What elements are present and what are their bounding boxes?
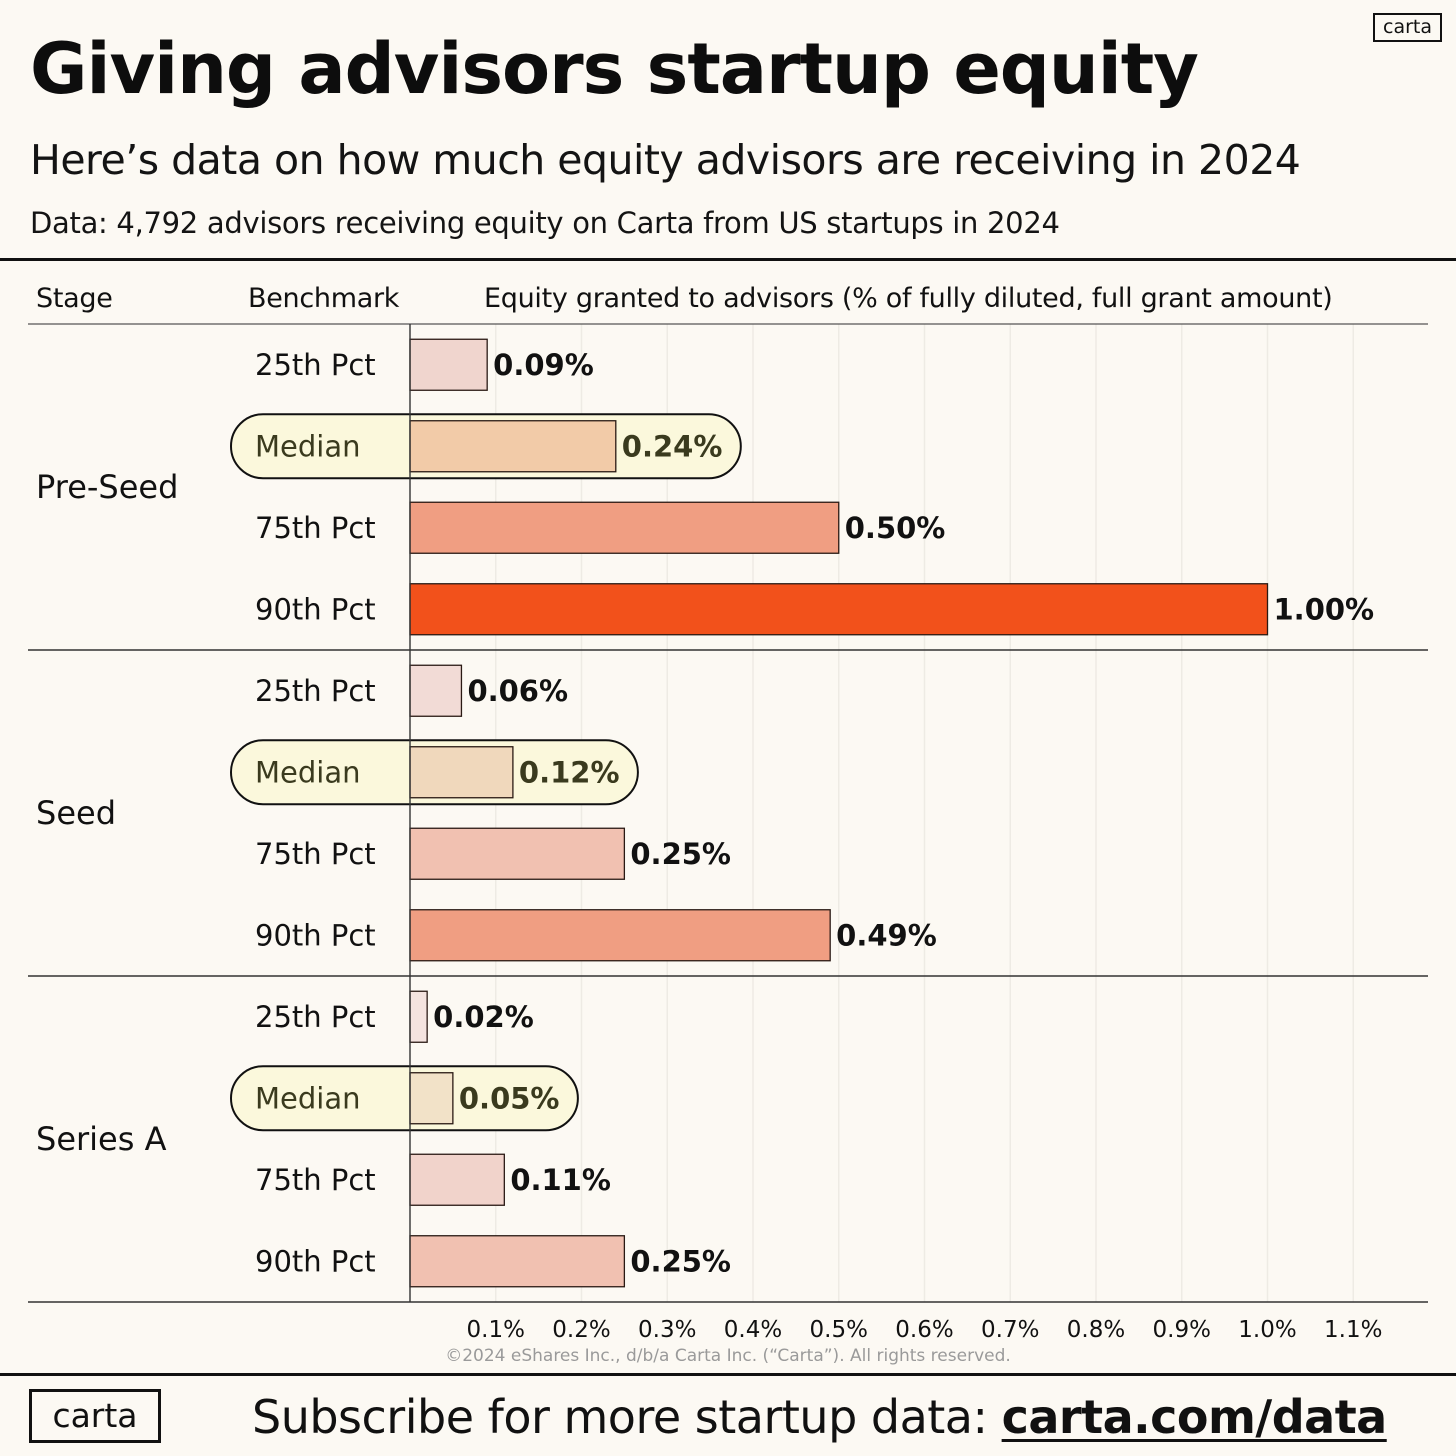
- copyright-notice: ©2024 eShares Inc., d/b/a Carta Inc. (“C…: [445, 1346, 1011, 1366]
- bar-pre-seed-90th-pct: [409, 583, 1269, 636]
- header-divider: [0, 258, 1456, 261]
- bar-value-label: 0.09%: [493, 348, 594, 382]
- bar-value-label: 0.12%: [519, 755, 620, 789]
- bar-seed-25th-pct: [409, 664, 463, 717]
- bar-pre-seed-median: [409, 420, 617, 473]
- data-source-note: Data: 4,792 advisors receiving equity on…: [30, 206, 1060, 240]
- page-subtitle: Here’s data on how much equity advisors …: [30, 136, 1301, 184]
- bar-seed-75th-pct: [409, 827, 626, 880]
- bar-series-a-75th-pct: [409, 1153, 505, 1206]
- bar-seed-median: [409, 746, 514, 799]
- column-header-equity: Equity granted to advisors (% of fully d…: [484, 283, 1333, 314]
- benchmark-label: Median: [255, 429, 360, 463]
- bar-value-label: 0.05%: [459, 1081, 560, 1115]
- bar-pre-seed-75th-pct: [409, 501, 840, 554]
- bar-series-a-25th-pct: [409, 990, 428, 1043]
- bar-value-label: 0.25%: [630, 837, 731, 871]
- stage-label-series-a: Series A: [36, 1120, 167, 1158]
- benchmark-label: 75th Pct: [255, 511, 376, 545]
- bar-seed-90th-pct: [409, 909, 831, 962]
- benchmark-label: 90th Pct: [255, 918, 376, 952]
- carta-logo-small: carta: [1373, 13, 1442, 42]
- column-header-stage: Stage: [36, 283, 113, 314]
- benchmark-label: Median: [255, 755, 360, 789]
- bar-value-label: 0.50%: [845, 511, 946, 545]
- benchmark-label: 25th Pct: [255, 348, 376, 382]
- bar-value-label: 0.06%: [467, 674, 568, 708]
- subscribe-cta-text: Subscribe for more startup data:: [252, 1390, 1002, 1444]
- benchmark-label: 75th Pct: [255, 1163, 376, 1197]
- x-tick-label: 0.5%: [810, 1317, 868, 1343]
- benchmark-label: 25th Pct: [255, 1000, 376, 1034]
- benchmark-label: 90th Pct: [255, 592, 376, 626]
- bar-pre-seed-25th-pct: [409, 338, 488, 391]
- x-tick-label: 1.0%: [1238, 1317, 1296, 1343]
- stage-label-seed: Seed: [36, 794, 116, 832]
- subscribe-cta: Subscribe for more startup data: carta.c…: [252, 1390, 1387, 1444]
- bar-series-a-90th-pct: [409, 1235, 626, 1288]
- median-highlight-pill: [230, 1065, 579, 1132]
- x-tick-label: 0.3%: [638, 1317, 696, 1343]
- x-tick-label: 1.1%: [1324, 1317, 1382, 1343]
- x-tick-label: 0.1%: [467, 1317, 525, 1343]
- x-tick-label: 0.9%: [1153, 1317, 1211, 1343]
- bar-value-label: 0.11%: [510, 1163, 611, 1197]
- bar-value-label: 0.25%: [630, 1244, 731, 1278]
- page-title: Giving advisors startup equity: [30, 28, 1199, 110]
- bar-value-label: 1.00%: [1274, 592, 1375, 626]
- x-tick-label: 0.8%: [1067, 1317, 1125, 1343]
- bar-value-label: 0.49%: [836, 918, 937, 952]
- carta-logo: carta: [29, 1389, 161, 1443]
- benchmark-label: Median: [255, 1081, 360, 1115]
- x-tick-label: 0.2%: [552, 1317, 610, 1343]
- benchmark-label: 25th Pct: [255, 674, 376, 708]
- x-tick-label: 0.7%: [981, 1317, 1039, 1343]
- bar-value-label: 0.02%: [433, 1000, 534, 1034]
- column-header-benchmark: Benchmark: [248, 283, 400, 314]
- bar-value-label: 0.24%: [622, 429, 723, 463]
- stage-label-pre-seed: Pre-Seed: [36, 468, 178, 506]
- bar-series-a-median: [409, 1072, 454, 1125]
- benchmark-label: 90th Pct: [255, 1244, 376, 1278]
- x-tick-label: 0.6%: [895, 1317, 953, 1343]
- benchmark-label: 75th Pct: [255, 837, 376, 871]
- subscribe-link[interactable]: carta.com/data: [1001, 1390, 1388, 1444]
- x-tick-label: 0.4%: [724, 1317, 782, 1343]
- footer-divider: [0, 1373, 1456, 1376]
